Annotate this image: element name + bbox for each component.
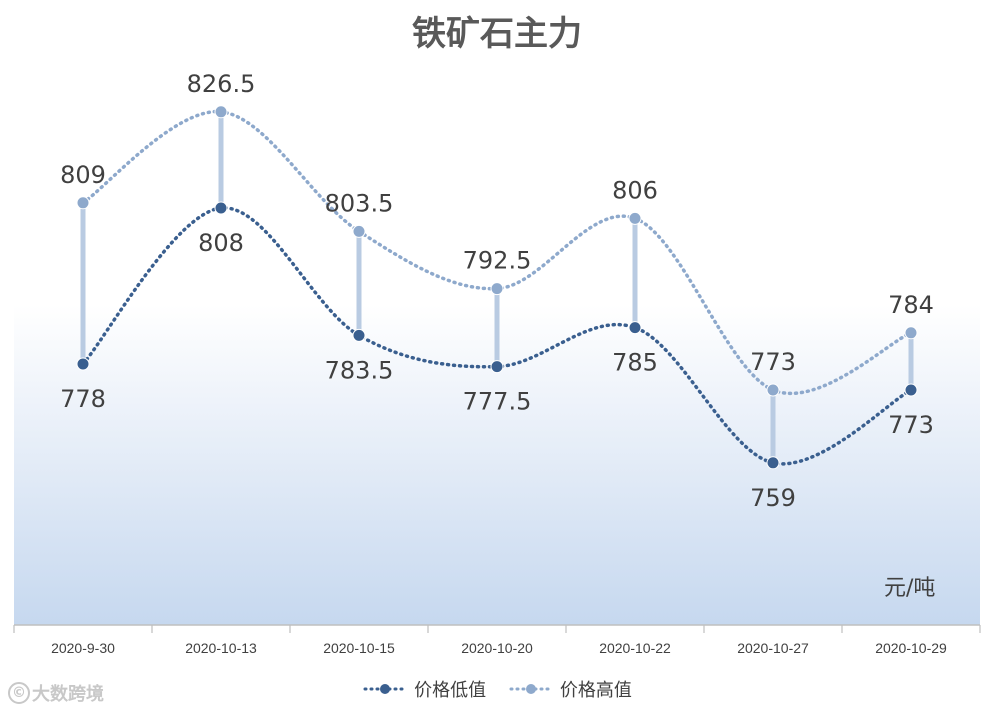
watermark: © 大数跨境	[8, 680, 104, 706]
legend-item-price-low[interactable]: 价格低值	[362, 676, 486, 702]
point-price-low	[214, 201, 228, 215]
data-label-price-low: 785	[612, 349, 658, 377]
point-price-high	[766, 383, 780, 397]
data-label-price-low: 808	[198, 229, 244, 257]
data-label-price-high: 784	[888, 291, 934, 319]
legend-label-price-high: 价格高值	[559, 680, 632, 701]
x-tick-label: 2020-10-27	[737, 640, 809, 656]
watermark-logo-icon: ©	[8, 682, 30, 704]
point-price-low	[904, 383, 918, 397]
data-label-price-high: 803.5	[325, 189, 394, 217]
data-label-price-high: 826.5	[187, 70, 256, 98]
legend-item-price-high[interactable]: 价格高值	[508, 676, 632, 702]
data-label-price-low: 759	[750, 484, 796, 512]
x-tick-label: 2020-10-20	[461, 640, 533, 656]
point-price-low	[76, 357, 90, 371]
point-price-high	[214, 105, 228, 119]
x-tick-label: 2020-10-22	[599, 640, 671, 656]
point-price-low	[628, 321, 642, 335]
data-label-price-low: 773	[888, 411, 934, 439]
data-label-price-high: 806	[612, 176, 658, 204]
x-tick-label: 2020-10-15	[323, 640, 395, 656]
point-price-high	[352, 224, 366, 238]
legend-label-price-low: 价格低值	[414, 680, 487, 701]
legend-marker-price-high	[509, 684, 553, 694]
point-price-low	[490, 360, 504, 374]
point-price-high	[628, 211, 642, 225]
data-label-price-high: 773	[750, 348, 796, 376]
data-label-price-high: 792.5	[463, 247, 532, 275]
legend-marker-price-low	[363, 684, 407, 694]
chart-title: 铁矿石主力	[412, 14, 582, 54]
x-tick-label: 2020-10-29	[875, 640, 947, 656]
point-price-high	[490, 282, 504, 296]
legend: 价格低值 价格高值	[0, 676, 994, 702]
point-price-high	[904, 326, 918, 340]
unit-label: 元/吨	[884, 576, 936, 601]
data-label-price-high: 809	[60, 161, 106, 189]
x-tick-label: 2020-9-30	[51, 640, 115, 656]
data-label-price-low: 778	[60, 385, 106, 413]
data-label-price-low: 777.5	[463, 388, 532, 416]
point-price-low	[352, 328, 366, 342]
point-price-low	[766, 456, 780, 470]
data-label-price-low: 783.5	[325, 356, 394, 384]
x-tick-label: 2020-10-13	[185, 640, 257, 656]
watermark-text: 大数跨境	[32, 684, 104, 705]
point-price-high	[76, 196, 90, 210]
